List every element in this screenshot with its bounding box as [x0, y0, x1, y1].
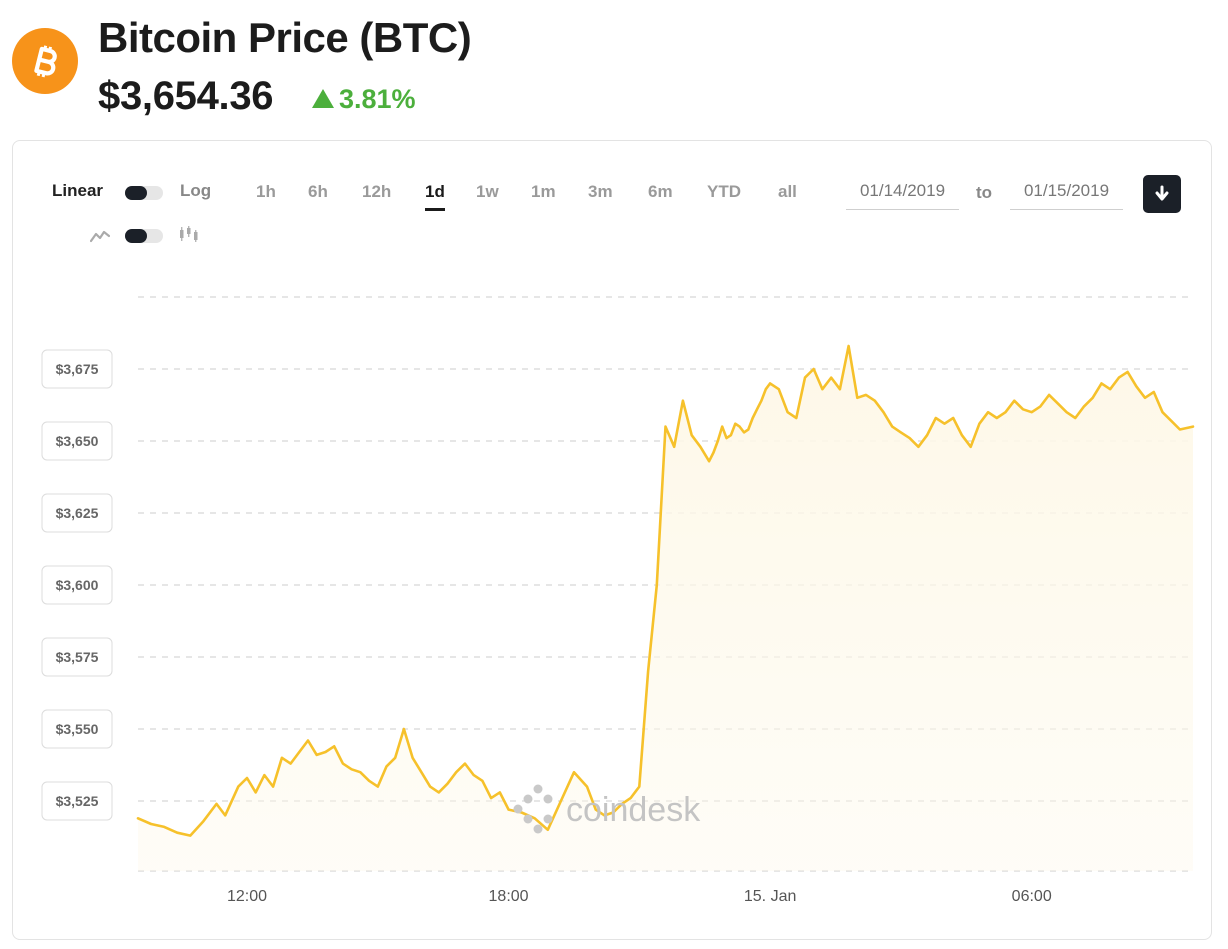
y-tick-label: $3,550	[56, 721, 99, 737]
y-tick-label: $3,650	[56, 433, 99, 449]
range-6h[interactable]: 6h	[308, 182, 328, 201]
y-tick-box	[41, 637, 113, 677]
x-tick-label: 06:00	[1012, 888, 1052, 905]
linear-scale-label[interactable]: Linear	[52, 181, 104, 200]
log-scale-label[interactable]: Log	[180, 181, 212, 200]
coindesk-watermark-text: coindesk	[566, 791, 701, 829]
y-tick-label: $3,575	[56, 649, 99, 665]
range-1w[interactable]: 1w	[476, 182, 499, 201]
date-range-to-label: to	[976, 183, 993, 202]
y-tick-label: $3,675	[56, 361, 99, 377]
chart-card: coindesk $3,525 $3,550 $3,575 $3,600 $3,625 $3…	[12, 140, 1212, 940]
scale-toggle-knob	[125, 186, 147, 200]
range-1h[interactable]: 1h	[256, 182, 276, 201]
price-line	[136, 344, 1195, 837]
y-tick-box	[41, 709, 113, 749]
price-change: 3.81%	[312, 84, 416, 115]
coindesk-logo-dot	[543, 794, 553, 804]
candlestick-icon[interactable]	[179, 225, 199, 243]
range-1m[interactable]: 1m	[531, 182, 556, 201]
range-12h[interactable]: 12h	[362, 182, 392, 201]
title-text: Bitcoin Price	[98, 14, 349, 61]
x-tick-label: 18:00	[489, 888, 529, 905]
price-chart: coindesk $3,525 $3,550 $3,575 $3,600 $3,625 $3…	[41, 296, 1195, 905]
coindesk-logo-dot	[533, 824, 543, 834]
current-price: $3,654.36	[98, 74, 274, 118]
chart-style-toggle[interactable]	[125, 229, 163, 243]
start-date-input[interactable]	[846, 173, 959, 210]
range-all[interactable]: all	[778, 182, 797, 201]
download-arrow-icon	[1155, 185, 1169, 201]
line-chart-icon[interactable]	[90, 229, 110, 243]
coindesk-logo-dot	[533, 784, 543, 794]
y-tick-box	[41, 493, 113, 533]
coindesk-watermark	[513, 784, 553, 834]
price-header: Bitcoin Price (BTC) $3,654.36 3.81%	[0, 0, 1228, 130]
coindesk-logo-dot	[543, 814, 553, 824]
up-arrow-icon	[312, 89, 334, 108]
page-title: Bitcoin Price (BTC)	[98, 14, 472, 62]
coindesk-logo-dot	[523, 794, 533, 804]
range-3m[interactable]: 3m	[588, 182, 613, 201]
y-tick-box	[41, 349, 113, 389]
coindesk-logo-dot	[523, 814, 533, 824]
y-tick-label: $3,600	[56, 577, 99, 593]
y-tick-label: $3,525	[56, 793, 99, 809]
x-tick-label: 12:00	[227, 888, 267, 905]
y-tick-box	[41, 421, 113, 461]
x-tick-label: 15. Jan	[744, 888, 796, 905]
y-tick-box	[41, 565, 113, 605]
range-1d[interactable]: 1d	[425, 182, 445, 211]
bitcoin-logo-icon	[12, 28, 78, 94]
download-button[interactable]	[1143, 175, 1181, 213]
price-change-value: 3.81%	[339, 84, 416, 114]
range-6m[interactable]: 6m	[648, 182, 673, 201]
coindesk-logo-dot	[513, 804, 523, 814]
range-ytd[interactable]: YTD	[707, 182, 741, 201]
chart-style-toggle-knob	[125, 229, 147, 243]
scale-toggle[interactable]	[125, 186, 163, 200]
y-tick-label: $3,625	[56, 505, 99, 521]
ticker-text: (BTC)	[359, 14, 472, 61]
y-tick-box	[41, 781, 113, 821]
end-date-input[interactable]	[1010, 173, 1123, 210]
